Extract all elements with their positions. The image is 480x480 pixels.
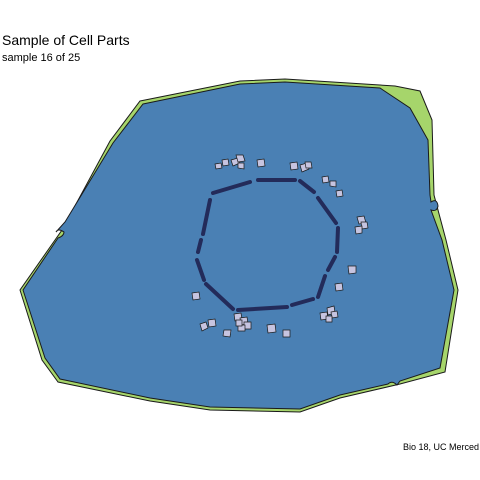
nuclear-envelope-segment xyxy=(326,255,337,272)
nuclear-envelope-segment xyxy=(196,238,203,254)
nuclear-envelope-segment xyxy=(290,297,315,307)
nuclear-envelope-segment xyxy=(335,226,340,254)
granules xyxy=(191,154,369,338)
granule xyxy=(334,282,344,292)
nuclear-envelope-segment xyxy=(201,198,212,236)
granule xyxy=(207,318,217,328)
diagram-subtitle: sample 16 of 25 xyxy=(2,52,81,64)
nuclear-envelope-segment xyxy=(204,282,235,311)
granule xyxy=(354,225,363,235)
credit-caption: Bio 18, UC Merced xyxy=(402,442,479,452)
granule xyxy=(266,323,277,334)
nuclear-envelope xyxy=(195,178,340,312)
granule xyxy=(214,162,223,170)
diagram-title: Sample of Cell Parts xyxy=(2,32,130,48)
nuclear-envelope-segment xyxy=(298,179,316,194)
nuclear-envelope-segment xyxy=(211,180,252,195)
granule xyxy=(256,158,266,168)
granule xyxy=(237,324,246,332)
granule xyxy=(329,180,337,188)
granule xyxy=(282,329,291,338)
granule xyxy=(304,161,313,169)
cytoplasm xyxy=(22,81,455,410)
nuclear-envelope-segment xyxy=(316,274,327,299)
nuclear-envelope-segment xyxy=(316,196,338,225)
granule xyxy=(222,329,232,338)
granule xyxy=(199,321,209,332)
granule xyxy=(191,291,201,301)
granule xyxy=(289,161,299,171)
granule xyxy=(321,175,330,184)
granule xyxy=(235,319,243,327)
granule xyxy=(325,315,333,323)
nuclear-envelope-segment xyxy=(236,305,289,312)
granule xyxy=(237,162,245,170)
granule xyxy=(221,158,230,167)
granule xyxy=(235,154,246,163)
nuclear-envelope-segment xyxy=(195,258,206,282)
granule xyxy=(347,265,357,275)
granule xyxy=(335,189,344,198)
